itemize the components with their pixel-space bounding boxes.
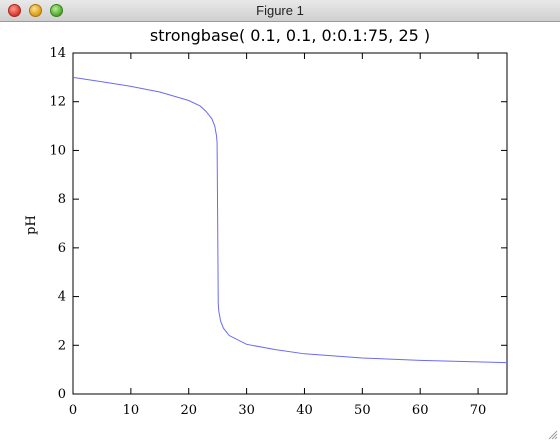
x-tick-label: 60 — [412, 403, 429, 418]
x-tick-label: 20 — [180, 403, 197, 418]
y-tick-label: 4 — [58, 290, 66, 305]
window-titlebar[interactable]: Figure 1 — [0, 0, 560, 22]
y-tick-label: 0 — [58, 387, 66, 402]
plot-frame — [72, 52, 508, 395]
y-axis-label: pH — [24, 215, 39, 235]
y-tick-label: 10 — [49, 143, 66, 158]
series-line — [72, 76, 508, 364]
window-title: Figure 1 — [256, 3, 304, 18]
x-tick-label: 70 — [470, 403, 487, 418]
chart-title: strongbase( 0.1, 0.1, 0:0.1:75, 25 ) — [150, 26, 430, 45]
y-tick-label: 8 — [58, 192, 66, 207]
resize-grip-icon[interactable] — [546, 428, 558, 440]
x-tick-label: 0 — [69, 403, 77, 418]
y-tick-label: 2 — [58, 338, 66, 353]
axis-tick-labels: 0 10 20 30 40 50 60 70 0 2 4 6 8 10 12 14 — [49, 46, 486, 418]
y-tick-label: 6 — [58, 241, 66, 256]
x-tick-label: 40 — [296, 403, 313, 418]
y-tick-label: 12 — [49, 95, 66, 110]
x-tick-label: 30 — [238, 403, 255, 418]
x-tick-label: 50 — [354, 403, 371, 418]
x-tick-label: 10 — [123, 403, 140, 418]
minimize-window-button[interactable] — [29, 4, 42, 17]
chart: strongbase( 0.1, 0.1, 0:0.1:75, 25 ) pH … — [24, 26, 508, 418]
axis-ticks — [72, 52, 507, 395]
y-tick-label: 14 — [49, 46, 66, 61]
close-window-button[interactable] — [8, 4, 21, 17]
zoom-window-button[interactable] — [50, 4, 63, 17]
